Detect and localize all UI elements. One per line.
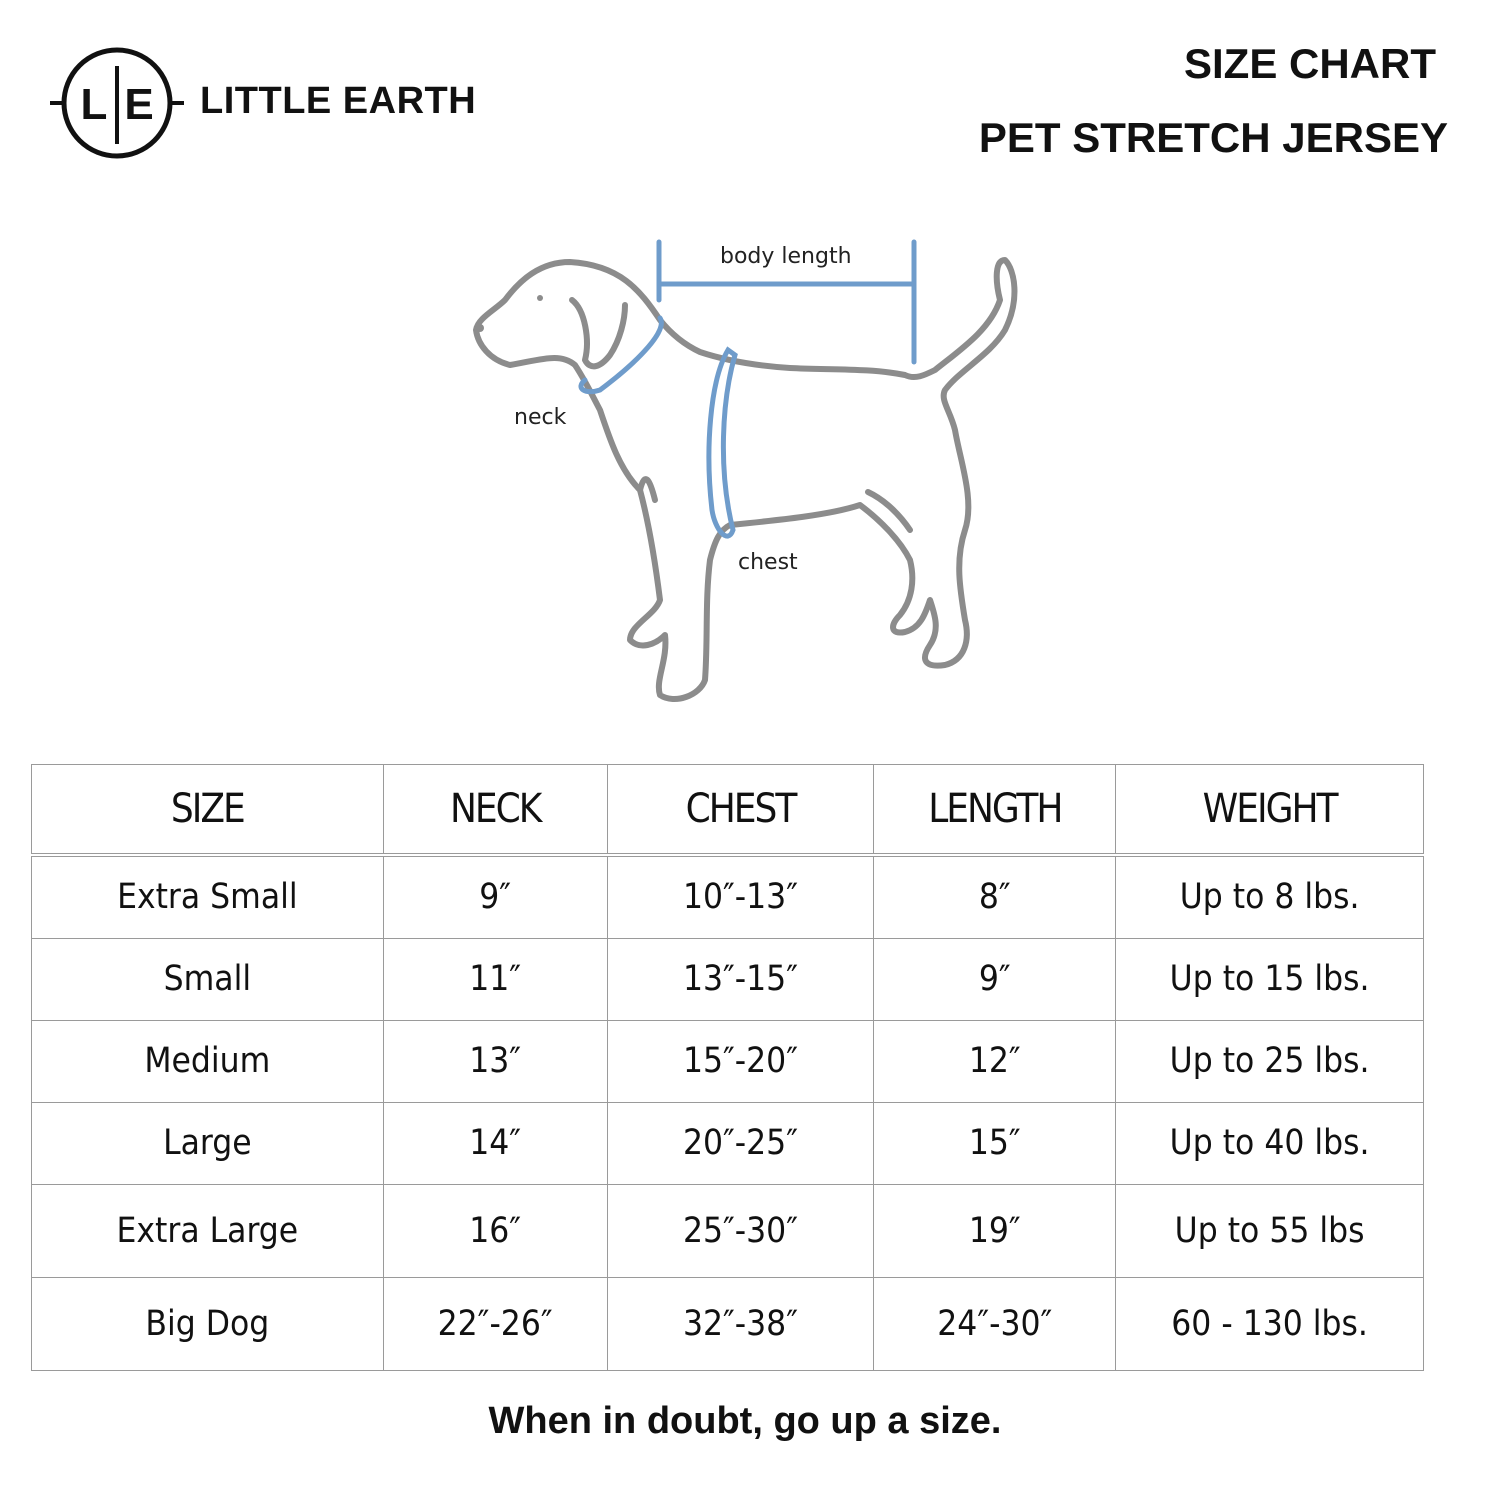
table-row: Medium 13″ 15″-20″ 12″ Up to 25 lbs. [31,1020,1424,1103]
cell-neck: 16″ [382,1184,608,1278]
table-row: Extra Small 9″ 10″-13″ 8″ Up to 8 lbs. [31,854,1424,939]
header-size: SIZE [31,764,384,857]
cell-size: Extra Large [31,1184,384,1278]
cell-neck: 14″ [382,1102,608,1185]
table-row: Large 14″ 20″-25″ 15″ Up to 40 lbs. [31,1102,1424,1185]
dog-nose-icon [476,324,484,332]
svg-text:L: L [81,80,108,129]
dog-outline-icon [473,257,1018,702]
cell-neck: 22″-26″ [382,1277,608,1371]
cell-weight: Up to 40 lbs. [1115,1102,1424,1185]
sizing-advice: When in doubt, go up a size. [488,1400,1002,1442]
cell-length: 15″ [873,1102,1117,1185]
cell-size: Small [31,938,384,1021]
header-chest: CHEST [606,764,875,857]
chest-label: chest [738,550,798,575]
cell-neck: 11″ [382,938,608,1021]
cell-weight: Up to 8 lbs. [1115,854,1424,939]
cell-neck: 13″ [382,1020,608,1103]
cell-length: 19″ [873,1184,1117,1278]
cell-length: 12″ [873,1020,1117,1103]
cell-neck: 9″ [382,854,608,939]
cell-chest: 20″-25″ [606,1102,875,1185]
neck-label: neck [514,405,567,430]
little-earth-logo: L E [50,47,184,159]
cell-size: Big Dog [31,1277,384,1371]
svg-text:E: E [124,80,153,129]
dog-measurement-diagram [473,239,1018,702]
body-length-label: body length [720,244,852,269]
cell-size: Medium [31,1020,384,1103]
cell-length: 8″ [873,854,1117,939]
cell-weight: Up to 25 lbs. [1115,1020,1424,1103]
cell-chest: 10″-13″ [606,854,875,939]
cell-weight: Up to 15 lbs. [1115,938,1424,1021]
table-row: Small 11″ 13″-15″ 9″ Up to 15 lbs. [31,938,1424,1021]
cell-chest: 15″-20″ [606,1020,875,1103]
cell-chest: 25″-30″ [606,1184,875,1278]
chest-measure-line [706,346,738,539]
neck-measure-line [578,315,664,395]
page-title: SIZE CHART [1184,40,1436,87]
cell-chest: 13″-15″ [606,938,875,1021]
table-row: Extra Large 16″ 25″-30″ 19″ Up to 55 lbs [31,1184,1424,1278]
brand-name: LITTLE EARTH [200,80,477,122]
cell-length: 9″ [873,938,1117,1021]
header-length: LENGTH [873,764,1117,857]
cell-length: 24″-30″ [873,1277,1117,1371]
page-subtitle: PET STRETCH JERSEY [978,114,1448,161]
header-weight: WEIGHT [1115,764,1424,857]
cell-chest: 32″-38″ [606,1277,875,1371]
cell-weight: Up to 55 lbs [1115,1184,1424,1278]
cell-size: Extra Small [31,854,384,939]
table-row: Big Dog 22″-26″ 32″-38″ 24″-30″ 60 - 130 lbs… [31,1277,1424,1371]
size-table: SIZE NECK CHEST LENGTH WEIGHT Extra Smal… [31,764,1424,1371]
header-neck: NECK [382,764,608,857]
cell-size: Large [31,1102,384,1185]
table-header-row: SIZE NECK CHEST LENGTH WEIGHT [31,764,1424,857]
dog-eye-icon [537,295,543,301]
cell-weight: 60 - 130 lbs. [1115,1277,1424,1371]
